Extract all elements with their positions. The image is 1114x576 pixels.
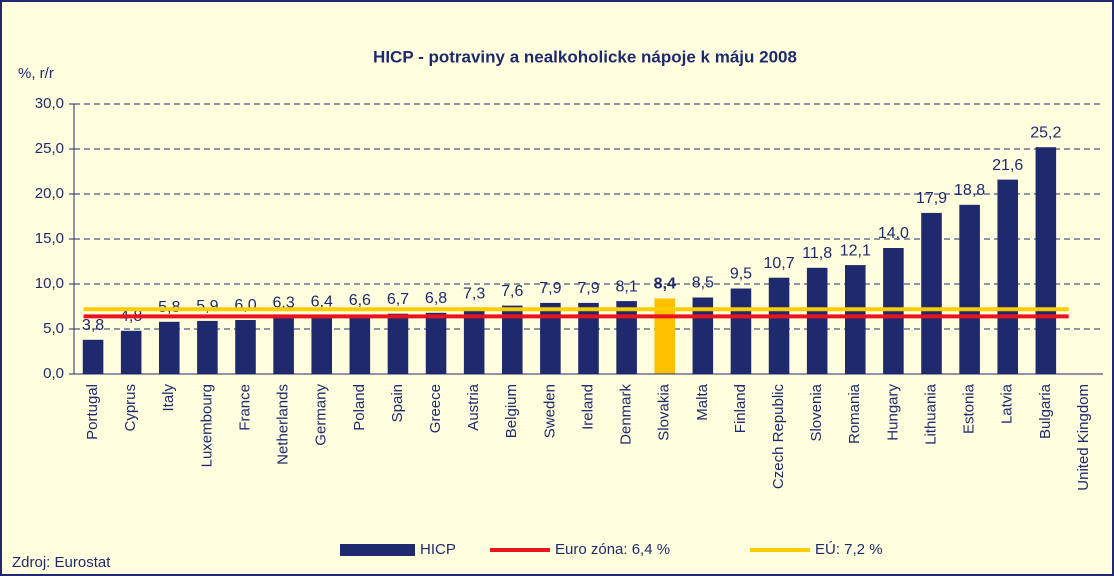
x-tick-label: Ireland	[579, 384, 596, 430]
x-tick-label: Poland	[351, 384, 368, 431]
bar	[387, 313, 409, 374]
value-label: 3,8	[82, 317, 104, 334]
bar	[768, 277, 790, 374]
legend-label: EÚ: 7,2 %	[815, 541, 883, 558]
value-label: 8,4	[654, 276, 676, 293]
x-tick-label: Germany	[313, 384, 330, 446]
value-label: 8,5	[692, 275, 714, 292]
x-tick-label: Slovakia	[656, 383, 673, 440]
x-tick-label: Czech Republic	[770, 384, 787, 490]
y-axis-label: %, r/r	[18, 65, 54, 82]
bar	[158, 321, 180, 374]
x-tick-label: Netherlands	[275, 384, 292, 465]
x-tick-label: Spain	[389, 384, 406, 422]
bar	[540, 302, 561, 374]
x-tick-label: Bulgaria	[1037, 383, 1054, 439]
bar	[197, 320, 218, 374]
bar	[501, 305, 523, 374]
value-label: 18,8	[954, 182, 985, 199]
bar	[311, 316, 333, 374]
x-tick-label: Romania	[846, 383, 863, 444]
x-tick-label: Italy	[160, 384, 177, 412]
bar	[616, 301, 637, 374]
value-label: 6,6	[349, 292, 371, 309]
x-tick-label: Greece	[427, 384, 444, 433]
bar	[425, 312, 447, 374]
y-tick-label: 30,0	[35, 95, 64, 112]
y-tick-label: 15,0	[35, 230, 64, 247]
value-label: 5,9	[196, 298, 218, 315]
bar	[235, 320, 256, 374]
value-label: 25,2	[1030, 124, 1061, 141]
x-tick-label: Denmark	[618, 384, 635, 445]
value-label: 17,9	[916, 190, 947, 207]
bar	[921, 212, 942, 374]
value-label: 14,0	[878, 225, 909, 242]
bar	[349, 314, 371, 374]
y-tick-label: 0,0	[43, 365, 64, 382]
value-label: 6,7	[387, 291, 409, 308]
value-label: 10,7	[763, 255, 794, 272]
x-tick-label: Malta	[694, 383, 711, 420]
chart-title: HICP - potraviny a nealkoholicke nápoje …	[373, 47, 797, 66]
value-label: 7,9	[539, 280, 561, 297]
x-tick-label: Belgium	[503, 384, 520, 438]
y-tick-label: 5,0	[43, 320, 64, 337]
bar	[844, 265, 866, 374]
bar	[806, 267, 828, 374]
x-tick-label: Estonia	[961, 383, 978, 434]
x-tick-label: Lithuania	[922, 383, 939, 445]
x-tick-label: Hungary	[884, 384, 901, 441]
x-tick-label: Luxembourg	[198, 384, 215, 467]
value-label: 7,6	[501, 283, 523, 300]
bar	[1035, 147, 1057, 374]
x-tick-label: Cyprus	[122, 384, 139, 432]
bar	[82, 339, 104, 374]
x-tick-label: Sweden	[541, 384, 558, 438]
value-label: 9,5	[730, 266, 752, 283]
x-tick-label: Finland	[732, 384, 749, 433]
value-label: 6,4	[311, 294, 333, 311]
legend-label: HICP	[420, 541, 456, 558]
bar	[997, 179, 1019, 374]
x-tick-label: Slovenia	[808, 383, 825, 441]
value-label: 6,8	[425, 290, 447, 307]
y-tick-label: 10,0	[35, 275, 64, 292]
x-tick-label: Portugal	[84, 384, 101, 440]
x-tick-label: United Kingdom	[1075, 384, 1092, 491]
bar	[120, 330, 142, 374]
value-label: 7,3	[463, 286, 485, 303]
legend-label: Euro zóna: 6,4 %	[555, 541, 670, 558]
bar	[463, 308, 485, 374]
value-label: 7,9	[577, 280, 599, 297]
bar	[273, 317, 294, 374]
value-label: 8,1	[615, 278, 637, 295]
value-label: 11,8	[802, 245, 832, 262]
value-label: 6,0	[234, 297, 256, 314]
value-label: 12,1	[840, 242, 871, 259]
x-tick-label: France	[236, 384, 253, 431]
y-tick-label: 25,0	[35, 140, 64, 157]
bar	[959, 204, 980, 374]
legend-swatch	[340, 544, 415, 556]
bar	[578, 302, 599, 374]
y-tick-label: 20,0	[35, 185, 64, 202]
bar	[730, 288, 752, 374]
value-label: 21,6	[992, 157, 1023, 174]
x-tick-label: Latvia	[999, 383, 1016, 424]
source-note: Zdroj: Eurostat	[12, 554, 111, 571]
x-tick-label: Austria	[465, 383, 482, 430]
